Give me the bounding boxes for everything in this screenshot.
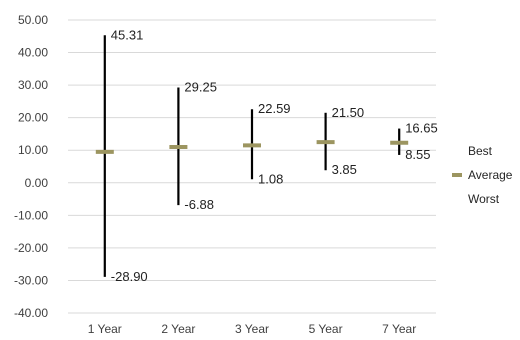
x-tick-label: 3 Year: [235, 322, 269, 336]
y-tick-label: 40.00: [18, 46, 48, 60]
best-value-label: 22.59: [258, 101, 291, 116]
y-tick-label: 30.00: [18, 78, 48, 92]
high-low-lines: [103, 35, 401, 277]
average-markers: [95, 140, 409, 154]
legend-label-best: Best: [468, 144, 493, 158]
legend-label-average: Average: [468, 168, 513, 182]
best-value-label: 45.31: [111, 27, 144, 42]
y-tick-label: 20.00: [18, 111, 48, 125]
x-tick-label: 1 Year: [88, 322, 122, 336]
x-axis-tick-labels: 1 Year 2 Year 3 Year 5 Year 7 Year: [88, 322, 416, 336]
y-tick-label: 50.00: [18, 13, 48, 27]
legend: Best Average Worst: [452, 144, 513, 206]
best-value-label: 21.50: [332, 105, 365, 120]
legend-label-worst: Worst: [468, 192, 500, 206]
y-tick-label: -20.00: [14, 241, 48, 255]
y-tick-label: -40.00: [14, 306, 48, 320]
worst-value-label: 1.08: [258, 171, 283, 186]
y-tick-label: -30.00: [14, 273, 48, 287]
x-tick-label: 2 Year: [161, 322, 195, 336]
best-value-label: 16.65: [405, 121, 438, 136]
worst-value-label: 3.85: [332, 162, 357, 177]
y-tick-label: 0.00: [25, 176, 49, 190]
x-tick-label: 7 Year: [382, 322, 416, 336]
y-tick-label: 10.00: [18, 143, 48, 157]
best-value-label: 29.25: [184, 80, 217, 95]
y-axis-tick-labels: 50.00 40.00 30.00 20.00 10.00 0.00 -10.00 -20.0…: [14, 13, 48, 320]
y-tick-label: -10.00: [14, 208, 48, 222]
data-labels: 45.31 -28.90 29.25 -6.88 22.59 1.08 21.50 3.85 1…: [111, 27, 438, 284]
x-tick-label: 5 Year: [309, 322, 343, 336]
worst-value-label: -28.90: [111, 269, 148, 284]
worst-value-label: 8.55: [405, 147, 430, 162]
worst-value-label: -6.88: [184, 197, 214, 212]
